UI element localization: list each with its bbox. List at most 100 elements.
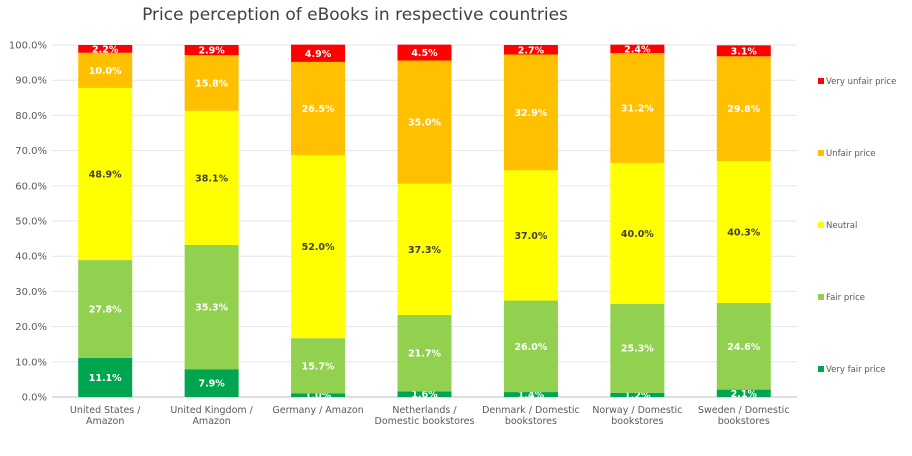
bar-segment	[610, 303, 665, 393]
bar-segment	[78, 45, 133, 53]
x-tick-label: bookstores	[718, 416, 770, 427]
data-label: 35.3%	[195, 303, 228, 314]
data-label: 1.4%	[518, 390, 545, 401]
data-label: 2.1%	[731, 389, 758, 400]
data-label: 10.0%	[89, 66, 122, 77]
bar-segment	[716, 56, 771, 162]
bar-segment	[78, 52, 133, 88]
bar-segment	[397, 183, 452, 315]
data-label: 26.5%	[302, 104, 335, 115]
bar-segment	[291, 155, 346, 339]
y-tick-label: 10.0%	[15, 357, 47, 368]
data-label: 29.8%	[727, 104, 760, 115]
data-label: 2.7%	[518, 45, 545, 56]
legend-swatch	[818, 294, 824, 300]
data-label: 2.9%	[198, 46, 225, 57]
y-tick-label: 90.0%	[15, 76, 47, 87]
bar-segment	[610, 162, 665, 304]
bar-segment	[397, 314, 452, 392]
data-label: 1.0%	[305, 391, 332, 402]
bar-segment	[716, 303, 771, 390]
data-label: 4.9%	[305, 49, 332, 60]
y-tick-label: 40.0%	[15, 252, 47, 263]
x-tick-label: Amazon	[86, 416, 124, 427]
bar-segment	[184, 45, 239, 56]
x-tick-label: bookstores	[505, 416, 557, 427]
x-tick-label: Sweden / Domestic	[698, 405, 790, 416]
bar-segment	[291, 393, 346, 397]
data-label: 15.7%	[302, 361, 335, 372]
x-tick-label: Germany / Amazon	[272, 405, 363, 416]
legend-swatch	[818, 150, 824, 156]
bar-segment	[291, 338, 346, 394]
data-label: 24.6%	[727, 342, 760, 353]
data-label: 37.0%	[514, 231, 547, 242]
bar-segment	[397, 44, 452, 61]
bar-segment	[610, 392, 665, 397]
legend-swatch	[818, 366, 824, 372]
legend-swatch	[818, 222, 824, 228]
data-label: 35.0%	[408, 118, 441, 129]
x-tick-label: Netherlands /	[392, 405, 457, 416]
data-label: 27.8%	[89, 305, 122, 316]
bar-segment	[716, 45, 771, 57]
data-label: 15.8%	[195, 79, 228, 90]
x-tick-label: bookstores	[611, 416, 663, 427]
bar-segment	[397, 60, 452, 184]
bar-segment	[78, 87, 133, 261]
legend-label: Fair price	[826, 293, 865, 303]
x-tick-label: United Kingdom /	[170, 405, 253, 416]
y-tick-label: 70.0%	[15, 146, 47, 157]
bar-segment	[503, 54, 558, 171]
bar-segment	[716, 161, 771, 304]
data-label: 25.3%	[621, 344, 654, 355]
data-label: 26.0%	[514, 342, 547, 353]
legend-swatch	[818, 78, 824, 84]
bar-segment	[184, 369, 239, 397]
x-tick-label: Denmark / Domestic	[482, 405, 580, 416]
data-label: 2.2%	[92, 44, 119, 55]
data-label: 38.1%	[195, 173, 228, 184]
bar-segment	[184, 244, 239, 370]
legend-label: Very fair price	[826, 365, 886, 375]
legend-label: Unfair price	[826, 149, 876, 159]
data-label: 37.3%	[408, 245, 441, 256]
data-label: 40.3%	[727, 228, 760, 239]
data-label: 11.1%	[89, 373, 122, 384]
bar-segment	[184, 55, 239, 111]
x-tick-label: United States /	[70, 405, 141, 416]
legend-label: Neutral	[826, 221, 857, 231]
bar-segment	[78, 357, 133, 397]
data-label: 1.6%	[411, 390, 438, 401]
bar-segment	[503, 45, 558, 55]
data-label: 21.7%	[408, 349, 441, 360]
data-label: 52.0%	[302, 242, 335, 253]
y-tick-label: 20.0%	[15, 322, 47, 333]
bar-segment	[503, 300, 558, 393]
data-label: 3.1%	[731, 46, 758, 57]
data-label: 40.0%	[621, 229, 654, 240]
y-tick-label: 0.0%	[22, 393, 47, 404]
y-tick-label: 80.0%	[15, 111, 47, 122]
x-tick-label: Domestic bookstores	[375, 416, 475, 427]
bar-segment	[610, 44, 665, 54]
y-tick-label: 30.0%	[15, 287, 47, 298]
bar-segment	[291, 44, 346, 62]
bar-segment	[291, 61, 346, 156]
bar-segment	[503, 392, 558, 397]
bar-segment	[184, 110, 239, 245]
y-tick-label: 50.0%	[15, 217, 47, 228]
y-tick-label: 100.0%	[9, 41, 47, 52]
data-label: 2.4%	[624, 44, 651, 55]
bar-segment	[610, 53, 665, 163]
legend-label: Very unfair price	[826, 77, 896, 87]
data-label: 1.2%	[624, 390, 651, 401]
chart-title: Price perception of eBooks in respective…	[142, 5, 568, 25]
data-label: 31.2%	[621, 104, 654, 115]
x-tick-label: Amazon	[192, 416, 230, 427]
data-label: 7.9%	[198, 379, 225, 390]
y-tick-label: 60.0%	[15, 181, 47, 192]
data-label: 32.9%	[514, 108, 547, 119]
data-label: 48.9%	[89, 170, 122, 181]
